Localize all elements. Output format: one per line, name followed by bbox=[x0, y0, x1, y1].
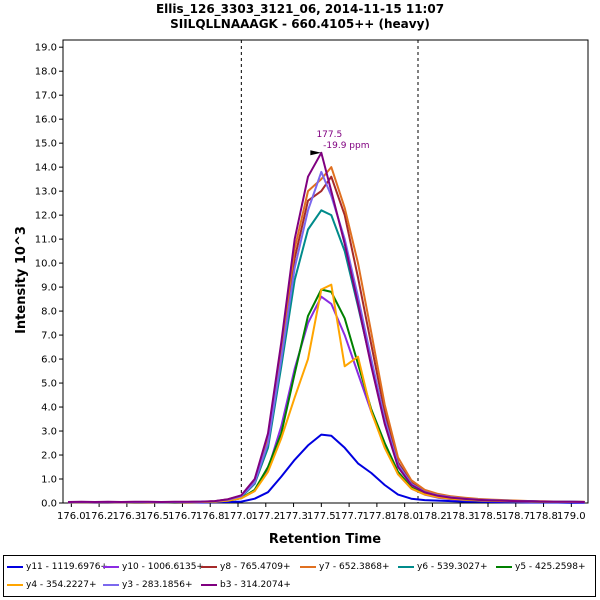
y-tick-label: 3.0 bbox=[41, 427, 57, 438]
chart-title: Ellis_126_3303_3121_06, 2014-11-15 11:07 bbox=[155, 2, 445, 16]
axes: 0.0 1.0 2.0 3.0 4.0 5.0 6.0 7.0 8.0 9.0 10.0 11.0 12… bbox=[35, 43, 586, 522]
y-tick-label: 5.0 bbox=[41, 379, 57, 390]
y-axis-label: Intensity 10^3 bbox=[14, 226, 29, 334]
y-tick-label: 14.0 bbox=[35, 163, 57, 174]
chromatogram-chart: 0.0 1.0 2.0 3.0 4.0 5.0 6.0 7.0 8.0 9.0 10.0 11.0 12… bbox=[14, 39, 589, 547]
peak-marker-icon bbox=[310, 150, 322, 156]
y-tick-label: 11.0 bbox=[35, 235, 57, 246]
legend-label: y7 - 652.3868+ bbox=[319, 562, 390, 572]
legend-label: y11 - 1119.6976+ bbox=[26, 562, 108, 572]
x-tick-label: 176.5 bbox=[140, 511, 169, 522]
x-tick-label: 176.8 bbox=[196, 511, 225, 522]
legend-item: y4 - 354.2227+ bbox=[7, 578, 97, 592]
x-tick-label: 178.8 bbox=[529, 511, 558, 522]
x-tick-label: 178.0 bbox=[390, 511, 419, 522]
legend-item: b3 - 314.2074+ bbox=[201, 578, 291, 592]
y-tick-label: 19.0 bbox=[35, 43, 57, 54]
chart-subtitle: SIILQLLNAAAGK - 660.4105++ (heavy) bbox=[170, 17, 430, 31]
x-tick-label: 176.2 bbox=[85, 511, 114, 522]
y-tick-label: 13.0 bbox=[35, 187, 57, 198]
legend-item: y8 - 765.4709+ bbox=[201, 560, 291, 574]
x-tick-label: 177.2 bbox=[251, 511, 280, 522]
legend: y11 - 1119.6976+ y10 - 1006.6135+ y8 - 765… bbox=[3, 555, 596, 597]
legend-swatch bbox=[103, 566, 119, 568]
y-tick-label: 1.0 bbox=[41, 475, 57, 486]
legend-swatch bbox=[398, 566, 414, 568]
legend-label: y10 - 1006.6135+ bbox=[122, 562, 204, 572]
y-tick-label: 15.0 bbox=[35, 139, 57, 150]
peak-ppm-label: -19.9 ppm bbox=[323, 141, 369, 151]
y-tick-label: 18.0 bbox=[35, 67, 57, 78]
legend-swatch bbox=[496, 566, 512, 568]
x-tick-label: 177.5 bbox=[307, 511, 336, 522]
x-axis-label: Retention Time bbox=[269, 532, 381, 547]
y-tick-label: 8.0 bbox=[41, 307, 57, 318]
legend-label: y8 - 765.4709+ bbox=[220, 562, 291, 572]
legend-item: y3 - 283.1856+ bbox=[103, 578, 193, 592]
y-tick-label: 16.0 bbox=[35, 115, 57, 126]
legend-label: y4 - 354.2227+ bbox=[26, 580, 97, 590]
legend-swatch bbox=[103, 584, 119, 586]
legend-swatch bbox=[201, 566, 217, 568]
legend-swatch bbox=[7, 566, 23, 568]
legend-item: y7 - 652.3868+ bbox=[300, 560, 390, 574]
legend-swatch bbox=[7, 584, 23, 586]
y-tick-label: 10.0 bbox=[35, 259, 57, 270]
peak-rt-label: 177.5 bbox=[316, 130, 342, 140]
y-tick-label: 2.0 bbox=[41, 451, 57, 462]
x-tick-label: 178.2 bbox=[418, 511, 447, 522]
x-tick-label: 176.3 bbox=[113, 511, 142, 522]
x-tick-label: 178.7 bbox=[501, 511, 530, 522]
legend-item: y11 - 1119.6976+ bbox=[7, 560, 108, 574]
legend-item: y10 - 1006.6135+ bbox=[103, 560, 204, 574]
x-tick-label: 179.0 bbox=[557, 511, 586, 522]
legend-swatch bbox=[300, 566, 316, 568]
legend-swatch bbox=[201, 584, 217, 586]
x-tick-label: 177.3 bbox=[279, 511, 308, 522]
x-tick-label: 176.0 bbox=[57, 511, 86, 522]
x-tick-label: 177.8 bbox=[363, 511, 392, 522]
legend-label: y3 - 283.1856+ bbox=[122, 580, 193, 590]
legend-item: y5 - 425.2598+ bbox=[496, 560, 586, 574]
y-tick-label: 9.0 bbox=[41, 283, 57, 294]
y-tick-label: 7.0 bbox=[41, 331, 57, 342]
legend-item: y6 - 539.3027+ bbox=[398, 560, 488, 574]
y-tick-label: 6.0 bbox=[41, 355, 57, 366]
x-tick-label: 177.7 bbox=[335, 511, 364, 522]
x-tick-label: 178.5 bbox=[474, 511, 503, 522]
y-tick-label: 0.0 bbox=[41, 499, 57, 510]
x-tick-label: 177.0 bbox=[224, 511, 253, 522]
y-tick-label: 4.0 bbox=[41, 403, 57, 414]
annotations: 177.5-19.9 ppm bbox=[310, 130, 370, 156]
x-tick-label: 176.7 bbox=[168, 511, 197, 522]
y-tick-label: 12.0 bbox=[35, 211, 57, 222]
plot-frame bbox=[62, 39, 589, 504]
series-line bbox=[67, 151, 585, 503]
y-tick-label: 17.0 bbox=[35, 91, 57, 102]
legend-label: b3 - 314.2074+ bbox=[220, 580, 291, 590]
x-tick-label: 178.3 bbox=[446, 511, 475, 522]
series-lines bbox=[67, 151, 585, 504]
plot-area bbox=[62, 39, 589, 504]
legend-label: y6 - 539.3027+ bbox=[417, 562, 488, 572]
legend-label: y5 - 425.2598+ bbox=[515, 562, 586, 572]
